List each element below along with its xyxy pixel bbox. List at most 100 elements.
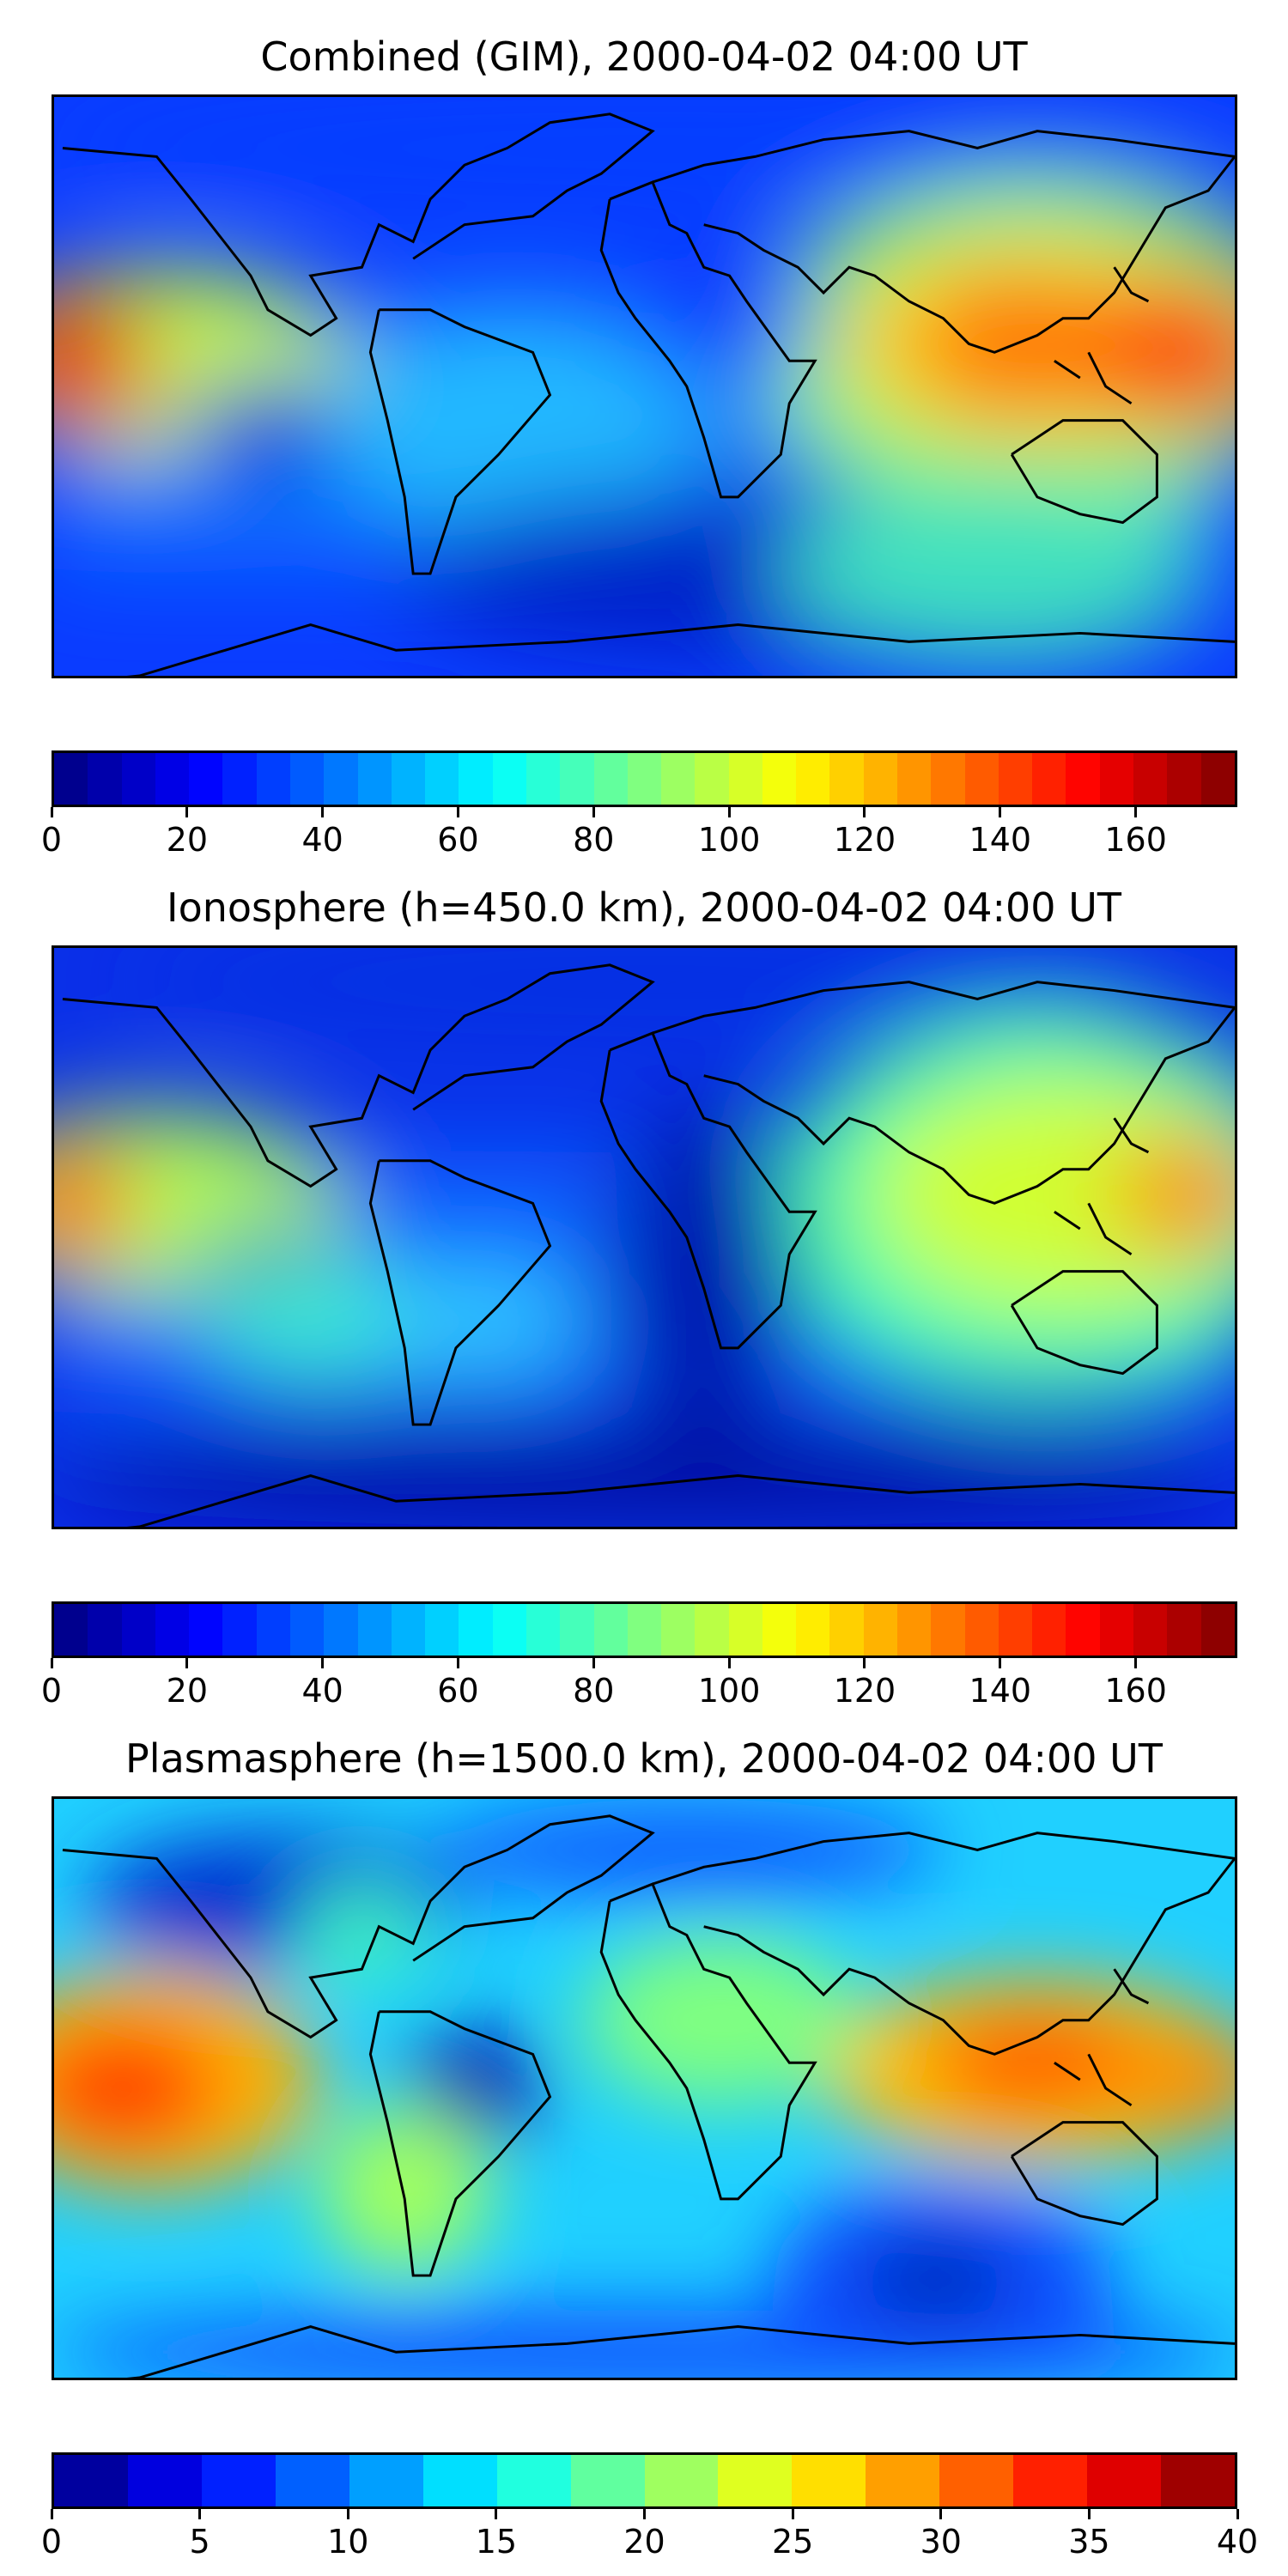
colorbar-segment xyxy=(1099,1604,1133,1656)
colorbar-segment xyxy=(459,1604,493,1656)
colorbar-segment xyxy=(289,1604,325,1656)
tick-label: 0 xyxy=(40,1672,63,1710)
colorbar-segment xyxy=(121,1604,155,1656)
colorbar-segment xyxy=(1167,1604,1201,1656)
colorbar-segment xyxy=(829,1604,864,1656)
colorbar-segment xyxy=(931,753,965,805)
colorbar-segment xyxy=(1133,753,1168,805)
colorbar xyxy=(52,1601,1237,1658)
colorbar-segment xyxy=(728,1604,762,1656)
colorbar-segment xyxy=(256,753,290,805)
map-svg xyxy=(54,97,1235,676)
colorbar-segment xyxy=(324,1604,358,1656)
tick-mark xyxy=(495,2509,498,2519)
colorbar-segment xyxy=(275,2455,349,2506)
colorbar-segment xyxy=(1167,753,1201,805)
colorbar-segment xyxy=(1133,1604,1168,1656)
colorbar-segment xyxy=(391,753,426,805)
colorbar-segment xyxy=(695,753,729,805)
tick-label: 140 xyxy=(969,821,1032,859)
colorbar-segment xyxy=(593,753,628,805)
tick-mark xyxy=(727,1658,731,1668)
colorbar-segment xyxy=(155,753,190,805)
coastlines xyxy=(62,112,1235,676)
colorbar-segment xyxy=(88,753,122,805)
colorbar-segment xyxy=(422,2455,497,2506)
colorbar-segment xyxy=(88,1604,122,1656)
colorbar-segment xyxy=(718,2455,793,2506)
colorbar-segment xyxy=(127,2455,202,2506)
colorbar-segment xyxy=(695,1604,729,1656)
tick-mark xyxy=(592,1658,595,1668)
tick-mark xyxy=(791,2509,794,2519)
tick-mark xyxy=(346,2509,349,2519)
colorbar-segment xyxy=(222,753,257,805)
tick-label: 30 xyxy=(920,2523,962,2561)
colorbar-segment xyxy=(1200,753,1235,805)
colorbar-segment xyxy=(829,753,864,805)
colorbar-segment xyxy=(256,1604,290,1656)
tick-label: 20 xyxy=(623,2523,665,2561)
tick-mark xyxy=(999,1658,1002,1668)
tick-mark xyxy=(321,807,325,817)
tick-mark xyxy=(863,1658,866,1668)
colorbar-ticks: 0 20 40 60 80 100 120 140 160 xyxy=(41,1658,1237,1710)
colorbar-segment xyxy=(526,753,561,805)
tick-mark xyxy=(50,2509,53,2519)
colorbar-segment xyxy=(863,753,898,805)
colorbar-segment xyxy=(1066,1604,1100,1656)
colorbar-segment xyxy=(425,753,459,805)
colorbar-segment xyxy=(560,1604,594,1656)
colorbar-segment xyxy=(560,753,594,805)
colorbar-segment xyxy=(492,1604,526,1656)
tick-label: 80 xyxy=(573,821,615,859)
tec-map-ionosphere xyxy=(52,945,1237,1529)
tick-mark xyxy=(1087,2509,1091,2519)
tick-label: 0 xyxy=(40,2523,63,2561)
tick-mark xyxy=(50,1658,53,1668)
colorbar-segment xyxy=(964,1604,999,1656)
colorbar-segment xyxy=(391,1604,426,1656)
colorbar-segment xyxy=(728,753,762,805)
tick-mark xyxy=(999,807,1002,817)
tick-mark xyxy=(185,807,189,817)
tick-label: 140 xyxy=(969,1672,1032,1710)
tick-label: 160 xyxy=(1104,1672,1167,1710)
map-svg xyxy=(54,948,1235,1527)
colorbar-segment xyxy=(189,753,223,805)
colorbar-segment xyxy=(1032,753,1066,805)
colorbar-segment xyxy=(863,1604,898,1656)
colorbar-segment xyxy=(496,2455,571,2506)
panel-title: Combined (GIM), 2000-04-02 04:00 UT xyxy=(260,33,1028,80)
tick-mark xyxy=(1134,807,1138,817)
tick-label: 5 xyxy=(189,2523,210,2561)
tick-label: 80 xyxy=(573,1672,615,1710)
tick-label: 100 xyxy=(697,821,761,859)
colorbar-segment xyxy=(526,1604,561,1656)
tick-label: 0 xyxy=(40,821,63,859)
tick-label: 60 xyxy=(437,1672,479,1710)
tick-label: 10 xyxy=(327,2523,369,2561)
colorbar-segment xyxy=(998,1604,1033,1656)
coastlines xyxy=(62,963,1235,1527)
tick-mark xyxy=(939,2509,943,2519)
colorbar-segment xyxy=(897,1604,932,1656)
colorbar-segment xyxy=(324,753,358,805)
colorbar-segment xyxy=(155,1604,190,1656)
colorbar-segment xyxy=(796,753,830,805)
colorbar-segment xyxy=(289,753,325,805)
tec-map-combined xyxy=(52,94,1237,678)
colorbar-segment xyxy=(661,753,696,805)
tick-label: 40 xyxy=(1216,2523,1259,2561)
colorbar-segment xyxy=(762,753,797,805)
colorbar-segment xyxy=(644,2455,719,2506)
colorbar-segment xyxy=(570,2455,645,2506)
tick-label: 20 xyxy=(166,821,209,859)
colorbar-segment xyxy=(222,1604,257,1656)
colorbar-segment xyxy=(357,753,392,805)
colorbar-segment xyxy=(54,1604,88,1656)
colorbar-segment xyxy=(1099,753,1133,805)
colorbar-segment xyxy=(1161,2455,1235,2506)
tick-mark xyxy=(592,807,595,817)
tick-mark xyxy=(321,1658,325,1668)
